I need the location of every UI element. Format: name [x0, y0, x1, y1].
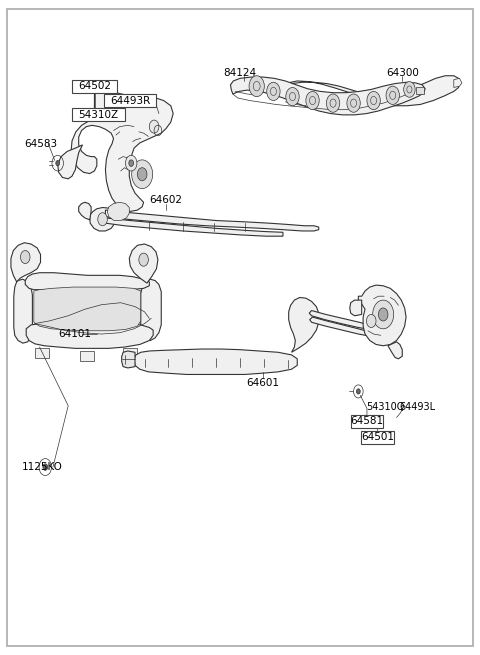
Bar	[416, 88, 424, 94]
Polygon shape	[288, 76, 459, 105]
FancyBboxPatch shape	[104, 94, 156, 107]
Polygon shape	[106, 218, 283, 236]
Polygon shape	[108, 202, 129, 221]
Polygon shape	[134, 349, 297, 375]
Circle shape	[347, 94, 360, 112]
Circle shape	[56, 160, 60, 166]
Text: 64601: 64601	[246, 378, 279, 388]
Circle shape	[367, 92, 380, 109]
Polygon shape	[58, 145, 83, 179]
Circle shape	[306, 92, 319, 109]
Polygon shape	[230, 77, 425, 115]
Circle shape	[139, 253, 148, 266]
Circle shape	[404, 82, 415, 97]
Text: 64300: 64300	[386, 68, 419, 78]
Circle shape	[286, 88, 299, 105]
Circle shape	[137, 168, 147, 181]
Polygon shape	[288, 297, 319, 352]
Text: 64501: 64501	[361, 432, 394, 442]
Circle shape	[149, 120, 159, 133]
Polygon shape	[25, 272, 149, 290]
Polygon shape	[123, 348, 137, 358]
Polygon shape	[80, 351, 95, 361]
Polygon shape	[79, 202, 91, 220]
Text: 1125KO: 1125KO	[22, 462, 62, 472]
Polygon shape	[454, 79, 462, 88]
Polygon shape	[90, 208, 116, 231]
Text: 64493L: 64493L	[400, 402, 436, 412]
Circle shape	[129, 160, 133, 166]
Polygon shape	[14, 279, 33, 343]
Polygon shape	[11, 243, 40, 282]
Circle shape	[98, 213, 108, 226]
Polygon shape	[35, 348, 49, 358]
Circle shape	[249, 76, 264, 97]
Circle shape	[132, 160, 153, 189]
Polygon shape	[141, 279, 161, 341]
Polygon shape	[71, 86, 173, 212]
Text: 64583: 64583	[24, 139, 58, 149]
Circle shape	[21, 251, 30, 263]
Polygon shape	[121, 351, 135, 368]
Polygon shape	[106, 210, 319, 231]
Circle shape	[366, 314, 376, 328]
Text: 64101: 64101	[59, 329, 92, 339]
Circle shape	[357, 389, 360, 394]
Polygon shape	[350, 300, 362, 316]
Circle shape	[43, 464, 48, 470]
Polygon shape	[309, 310, 373, 330]
Circle shape	[386, 86, 399, 104]
Text: 54310Q: 54310Q	[366, 402, 405, 412]
Polygon shape	[310, 317, 372, 337]
Text: 64602: 64602	[150, 195, 182, 205]
Polygon shape	[388, 342, 402, 359]
FancyBboxPatch shape	[72, 108, 124, 121]
Circle shape	[378, 308, 388, 321]
FancyBboxPatch shape	[361, 430, 394, 443]
Polygon shape	[26, 324, 153, 348]
FancyBboxPatch shape	[72, 80, 117, 93]
Text: 64493R: 64493R	[110, 96, 150, 105]
Polygon shape	[34, 287, 141, 331]
Circle shape	[267, 83, 280, 100]
Text: 54310Z: 54310Z	[78, 110, 119, 120]
Circle shape	[372, 300, 394, 329]
Text: 64581: 64581	[350, 417, 384, 426]
Text: 84124: 84124	[223, 68, 257, 78]
Polygon shape	[129, 244, 158, 283]
Polygon shape	[359, 285, 406, 346]
FancyBboxPatch shape	[351, 415, 383, 428]
Circle shape	[326, 94, 340, 112]
Text: 64502: 64502	[78, 81, 111, 91]
Circle shape	[125, 155, 137, 171]
